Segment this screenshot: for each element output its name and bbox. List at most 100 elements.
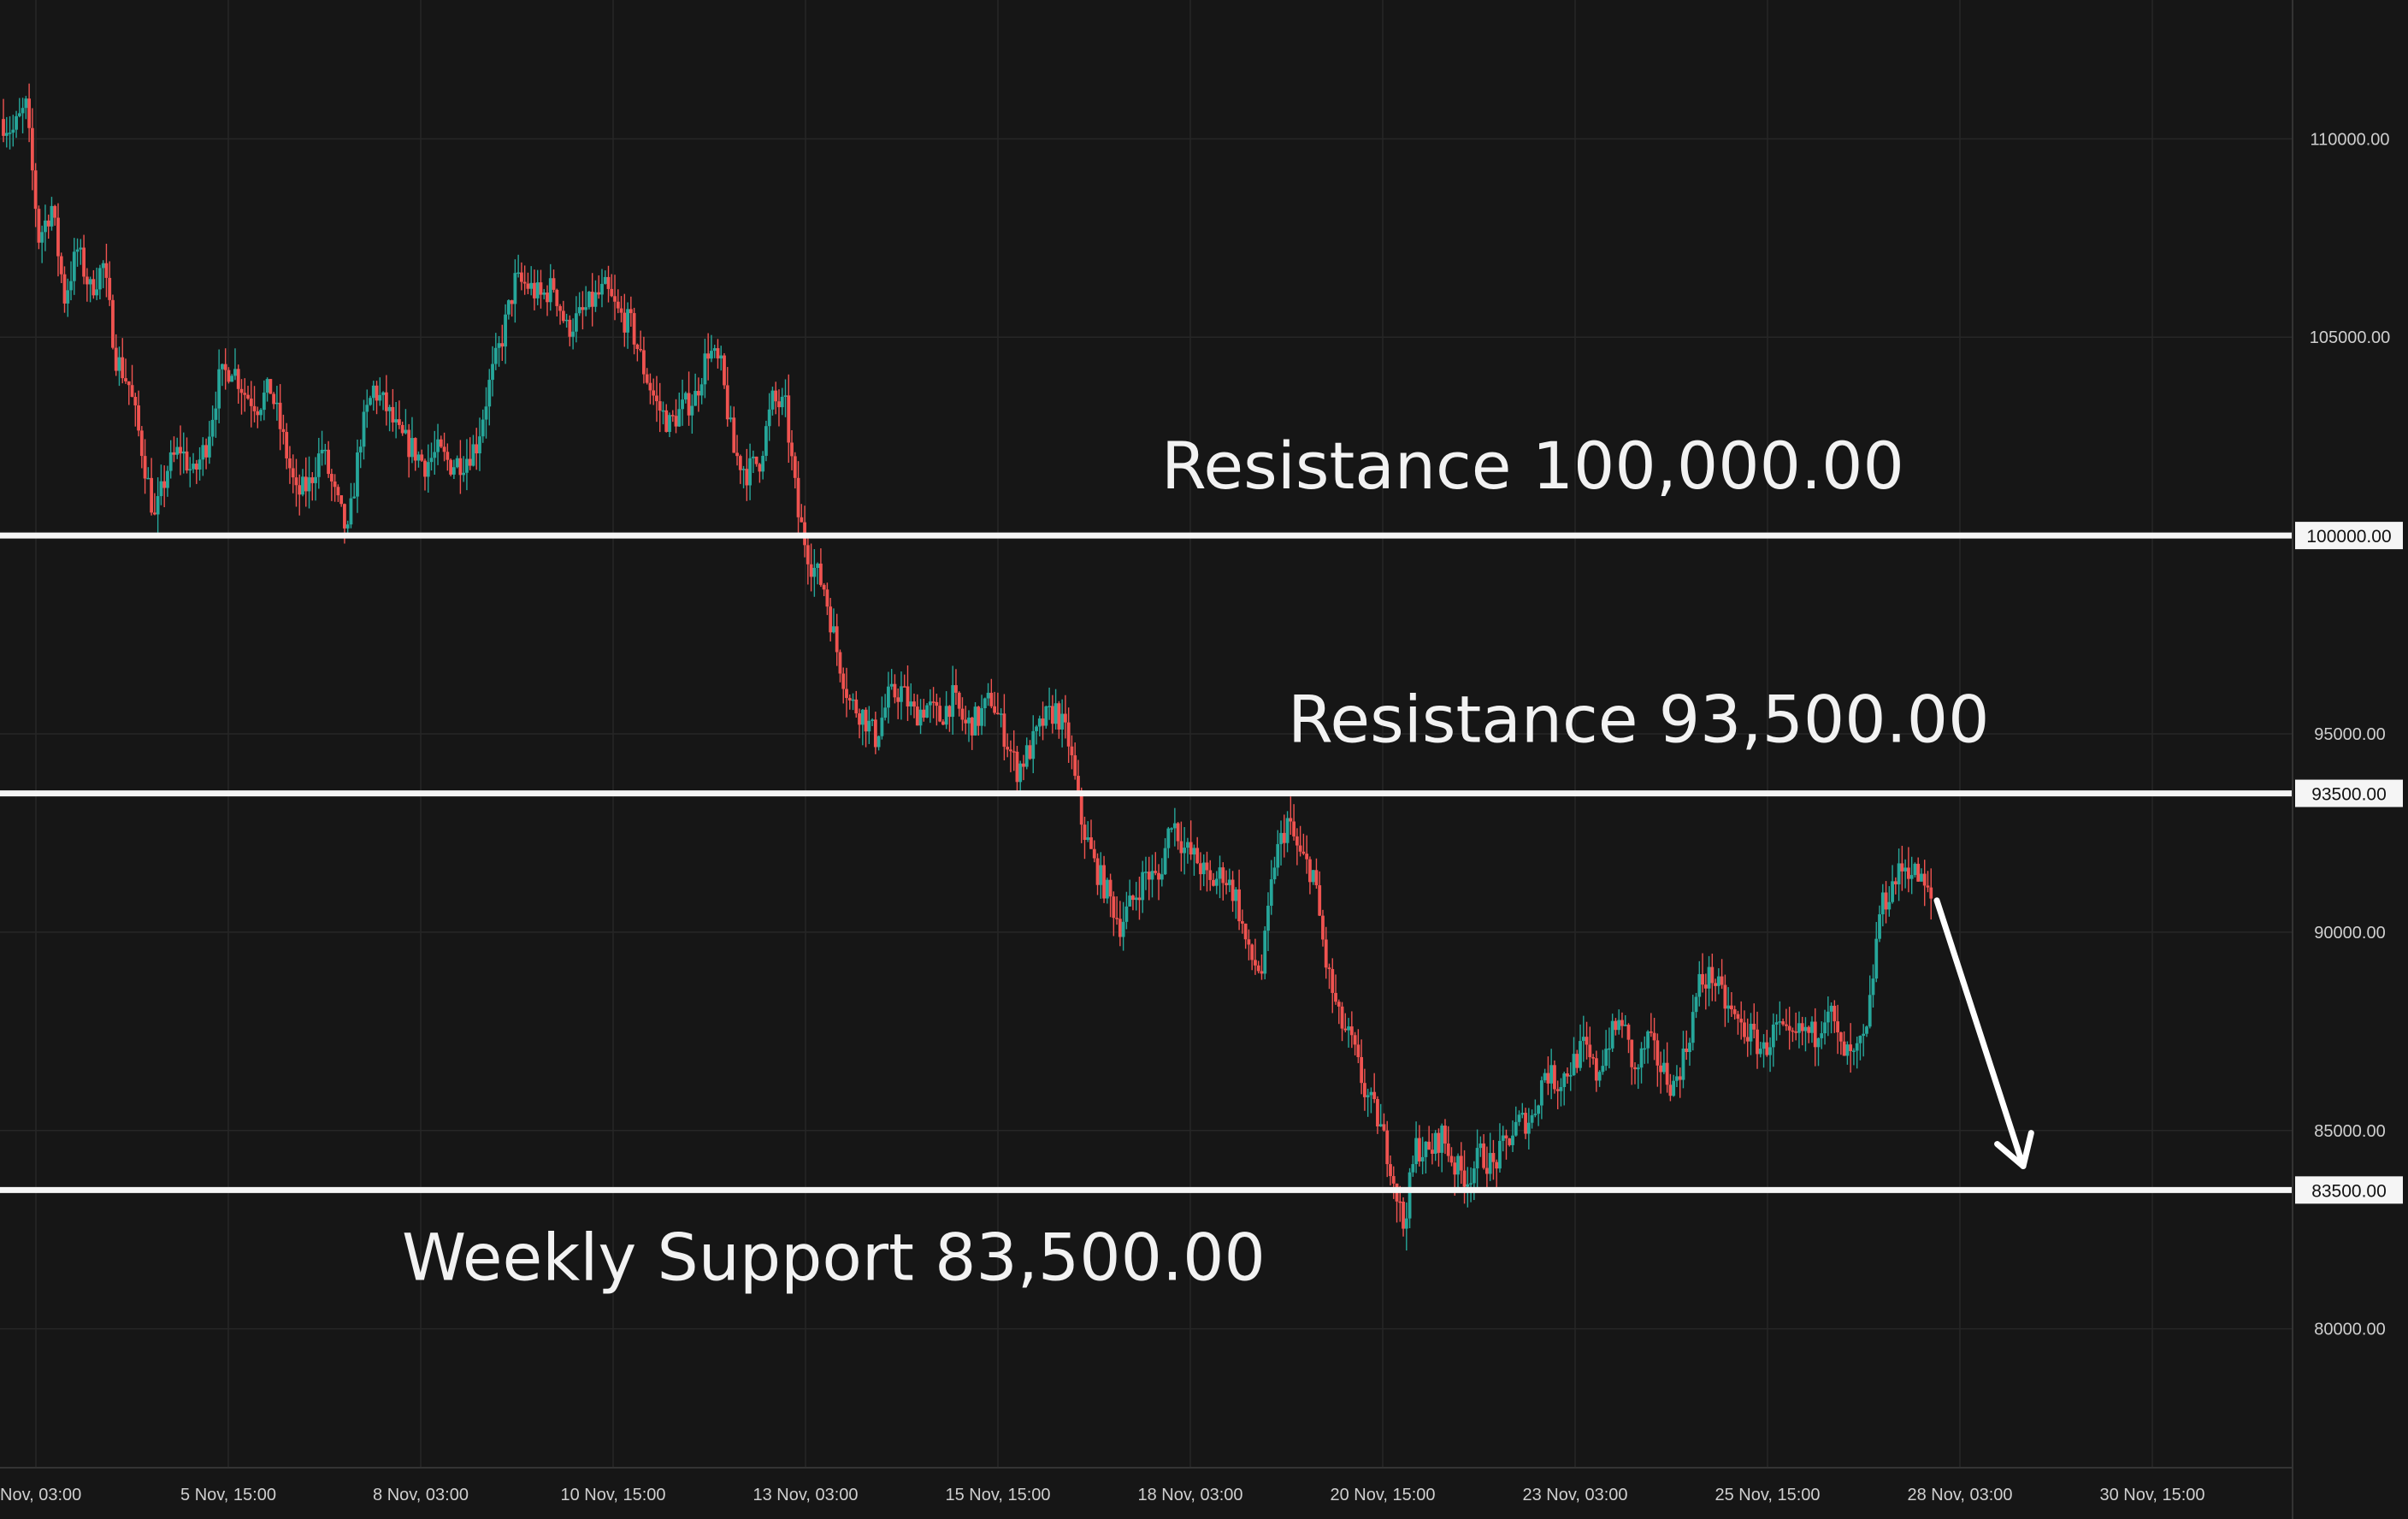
candle: [1514, 1106, 1518, 1137]
candle: [548, 263, 552, 311]
candle: [1803, 1017, 1808, 1052]
candle: [172, 436, 176, 463]
candle: [1269, 860, 1273, 915]
candle: [629, 296, 633, 327]
candle: [1807, 1025, 1811, 1043]
candle: [1282, 814, 1286, 858]
candle: [1681, 1031, 1685, 1089]
price-axis[interactable]: 80000.00 85000.00 90000.00 95000.00 105000.0…: [2310, 130, 2391, 1339]
candle: [462, 456, 466, 482]
candle: [210, 405, 215, 446]
candle: [900, 671, 903, 720]
candle: [806, 533, 810, 585]
candle: [986, 683, 990, 706]
candle: [252, 386, 257, 423]
candle: [1083, 816, 1087, 860]
price-tick-label: 95000.00: [2314, 725, 2385, 744]
candle: [516, 254, 521, 278]
candle: [1672, 1074, 1676, 1097]
time-tick-label: 13 Nov, 03:00: [752, 1486, 858, 1504]
candle: [420, 449, 424, 463]
candle: [1800, 1016, 1804, 1046]
time-tick-label: 5 Nov, 15:00: [180, 1486, 276, 1504]
candle: [967, 710, 971, 742]
candle: [1472, 1161, 1476, 1201]
candle: [1771, 1013, 1775, 1067]
candle: [1240, 909, 1244, 934]
price-tick-label: 110000.00: [2310, 130, 2389, 149]
candle: [1024, 737, 1029, 770]
candle: [1372, 1073, 1377, 1103]
candle: [993, 691, 997, 715]
candle: [1285, 811, 1290, 853]
candle: [1440, 1123, 1444, 1173]
candle: [181, 432, 186, 474]
candle: [1166, 826, 1171, 859]
candle: [1816, 1037, 1821, 1067]
candle: [101, 260, 105, 288]
candle: [1862, 1024, 1866, 1057]
candle: [1909, 856, 1914, 895]
candle: [774, 381, 778, 415]
candle: [175, 437, 180, 459]
candle: [889, 669, 894, 690]
candle: [1469, 1167, 1473, 1203]
candle: [1665, 1042, 1669, 1093]
candle: [1411, 1156, 1415, 1177]
candle: [1095, 853, 1100, 895]
candle: [391, 388, 395, 432]
candle: [1482, 1134, 1486, 1170]
candle: [764, 420, 768, 462]
candle: [1743, 1010, 1746, 1044]
candle: [1414, 1121, 1419, 1173]
candle: [938, 697, 942, 723]
candle: [1369, 1087, 1373, 1114]
candle: [397, 400, 401, 429]
candle: [1366, 1088, 1370, 1117]
candle: [535, 269, 540, 305]
svg-text:83500.00: 83500.00: [2311, 1181, 2387, 1201]
candle: [1794, 1012, 1798, 1041]
candle: [1431, 1133, 1434, 1165]
time-axis[interactable]: Nov, 03:00 5 Nov, 15:00 8 Nov, 03:00 10 Nov…: [0, 1486, 2205, 1504]
candle: [1417, 1125, 1421, 1167]
candle: [46, 214, 50, 239]
candle: [1639, 1042, 1644, 1084]
candle: [690, 394, 694, 434]
level-label-resistance-100000: Resistance 100,000.00: [1161, 428, 1904, 504]
candle: [1318, 871, 1322, 917]
candle: [1520, 1102, 1525, 1119]
candle: [687, 371, 691, 426]
candle: [725, 367, 729, 427]
candle: [1643, 1036, 1647, 1064]
candle: [1353, 1031, 1357, 1055]
candle: [1871, 964, 1875, 1008]
candle: [635, 343, 640, 362]
candle: [729, 405, 733, 423]
candle: [37, 205, 41, 250]
candle: [1443, 1119, 1447, 1155]
candle: [204, 438, 208, 470]
candle: [1903, 859, 1908, 889]
candle: [648, 373, 652, 405]
candle: [369, 395, 372, 406]
candle: [1597, 1070, 1602, 1087]
candle: [1823, 1009, 1827, 1045]
candle: [522, 265, 527, 295]
candle: [394, 401, 398, 439]
candle: [1035, 724, 1038, 745]
candle: [365, 389, 369, 429]
candle: [137, 390, 140, 437]
candle: [712, 345, 717, 358]
candle: [944, 691, 948, 730]
candle: [1504, 1129, 1508, 1160]
candle: [371, 381, 375, 411]
candle: [1237, 869, 1242, 931]
candle: [783, 379, 788, 417]
candle: [1646, 1030, 1650, 1064]
candle: [623, 293, 627, 347]
candle: [1378, 1103, 1383, 1127]
candle: [69, 261, 73, 301]
candle: [72, 238, 76, 295]
candle: [1568, 1062, 1573, 1091]
